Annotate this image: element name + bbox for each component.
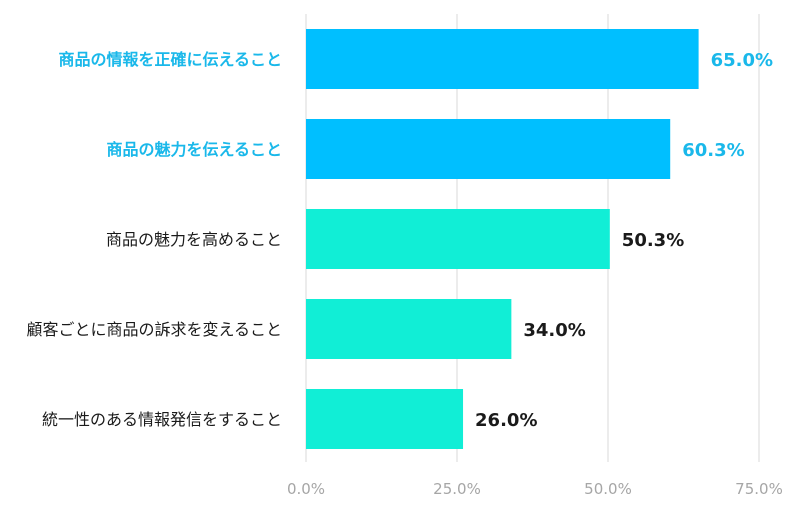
bar (306, 119, 671, 179)
bar (306, 299, 512, 359)
category-label: 商品の魅力を高めること (106, 230, 282, 249)
bar (306, 209, 610, 269)
bar (306, 389, 464, 449)
category-label: 商品の魅力を伝えること (106, 140, 282, 159)
value-label: 50.3% (622, 230, 684, 251)
category-label: 統一性のある情報発信をすること (42, 410, 282, 429)
value-label: 65.0% (711, 50, 773, 71)
x-tick-label: 75.0% (735, 480, 783, 498)
bar (306, 29, 699, 89)
category-label: 顧客ごとに商品の訴求を変えること (26, 320, 282, 339)
x-tick-label: 50.0% (584, 480, 632, 498)
value-label: 34.0% (523, 320, 585, 341)
category-label: 商品の情報を正確に伝えること (58, 50, 282, 69)
value-label: 60.3% (682, 140, 744, 161)
value-label: 26.0% (475, 410, 537, 431)
x-tick-label: 0.0% (287, 480, 325, 498)
x-tick-label: 25.0% (433, 480, 481, 498)
